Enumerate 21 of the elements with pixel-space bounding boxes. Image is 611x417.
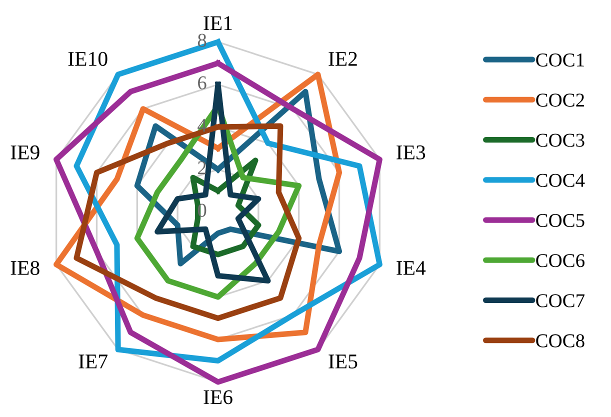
spoke-label: IE10 [68,52,108,66]
legend-label: COC8 [536,334,584,348]
y-tick-label: 2 [198,161,206,174]
spoke-label: IE8 [10,260,40,275]
spoke-label: IE4 [396,261,426,275]
y-tick-label: 8 [198,34,206,47]
spoke-label: IE2 [328,52,357,66]
y-tick-label: 6 [198,76,206,90]
spoke-label: IE5 [328,354,358,368]
legend-label: COC6 [536,254,584,268]
spoke-label: IE7 [78,354,108,368]
legend-label: COC5 [536,214,584,228]
spoke-label: IE6 [204,390,232,404]
legend-label: COC4 [536,174,585,187]
legend-label: COC3 [536,134,584,147]
legend-label: COC7 [536,294,585,308]
legend-label: COC2 [536,94,584,107]
spoke-label: IE9 [10,145,40,160]
legend-label: COC1 [536,54,584,67]
spoke-label: IE1 [204,16,232,30]
spoke-label: IE3 [396,145,426,160]
